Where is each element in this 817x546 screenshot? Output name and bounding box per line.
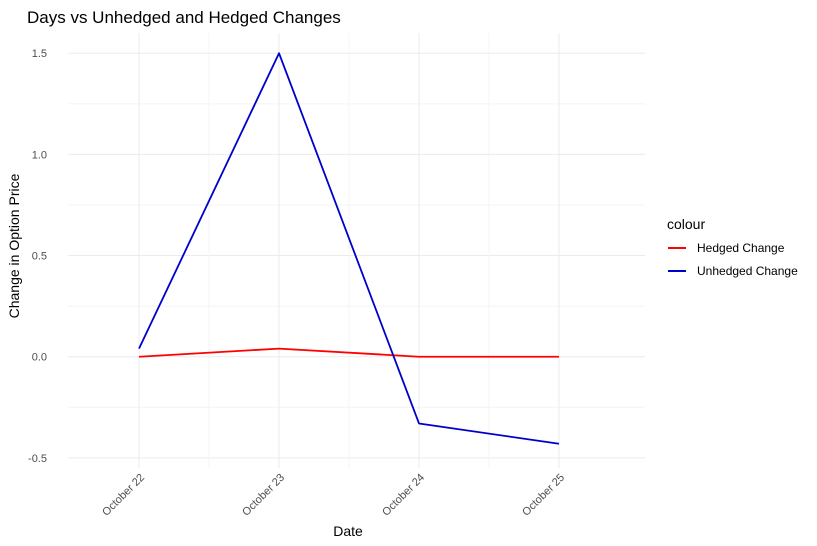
series-line-hedged	[138, 347, 559, 358]
series-line-unhedged	[138, 52, 560, 445]
y-tick-label: 0.5	[32, 251, 47, 263]
legend-label: Unhedged Change	[697, 264, 798, 278]
x-tick-label: October 24	[380, 472, 427, 519]
chart-title: Days vs Unhedged and Hedged Changes	[27, 8, 341, 27]
y-axis-ticks: -0.5 0.0 0.5 1.0 1.5	[28, 48, 47, 465]
x-tick-label: October 22	[100, 472, 147, 519]
legend: colour Hedged Change Unhedged Change	[667, 216, 798, 278]
legend-title: colour	[667, 216, 705, 232]
x-tick-label: October 23	[240, 472, 287, 519]
y-tick-label: 1.0	[32, 149, 47, 161]
x-axis-label: Date	[333, 523, 363, 539]
grid	[68, 33, 645, 468]
y-tick-label: 1.5	[32, 48, 47, 60]
y-axis-label: Change in Option Price	[6, 173, 22, 318]
legend-label: Hedged Change	[697, 241, 785, 255]
y-tick-label: 0.0	[32, 352, 47, 364]
x-tick-label: October 25	[520, 472, 567, 519]
y-tick-label: -0.5	[28, 453, 47, 465]
x-axis-ticks: October 22 October 23 October 24 October 25	[100, 472, 567, 519]
series-lines	[138, 52, 560, 445]
